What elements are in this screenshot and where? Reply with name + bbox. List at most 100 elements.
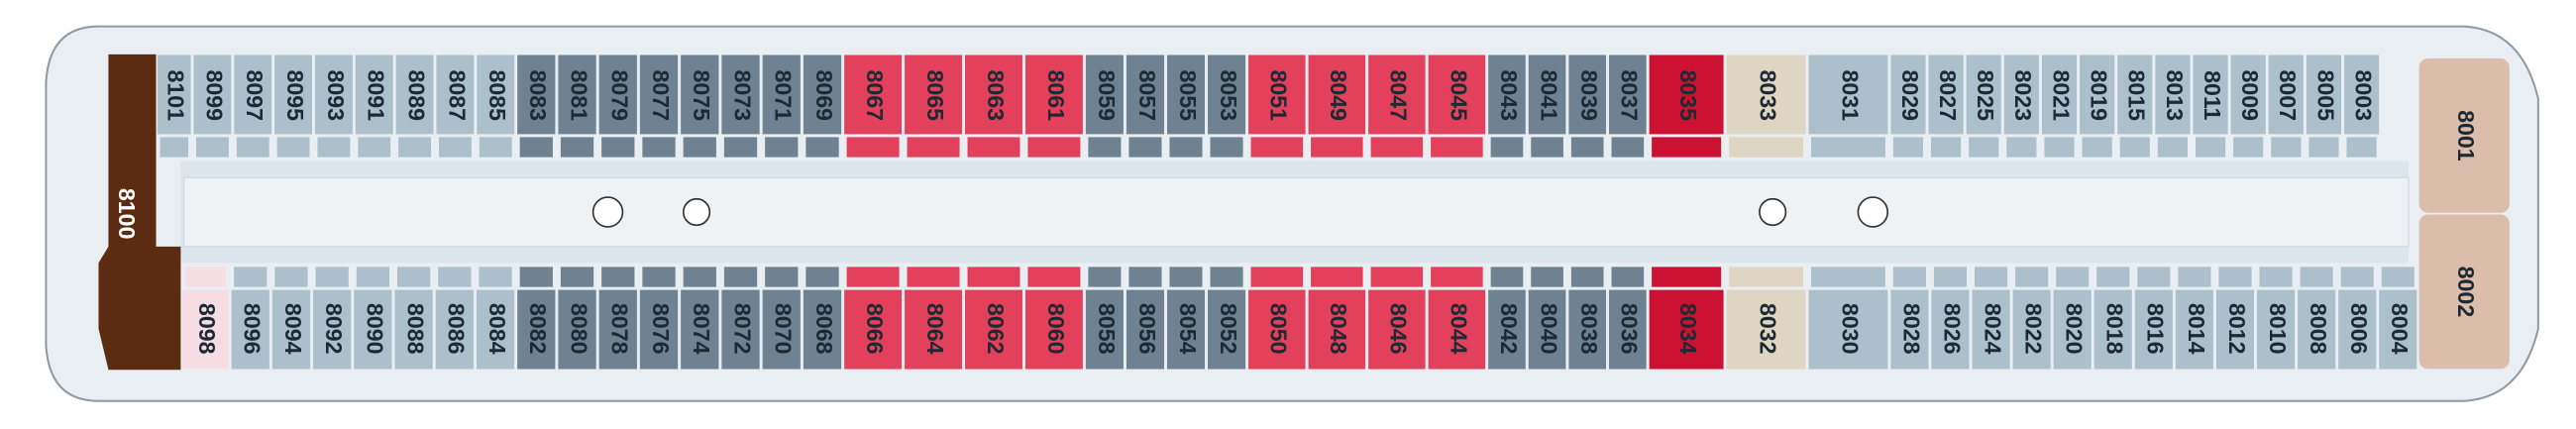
cabin-box [352, 288, 393, 371]
cabin-balcony [1727, 266, 1805, 288]
cabin: 8048 [1307, 266, 1367, 371]
cabin-number: 8049 [1326, 69, 1351, 121]
cabin: 8078 [597, 266, 639, 371]
cabin-box [2040, 54, 2079, 136]
cabin-box [1567, 54, 1608, 136]
cabin-balcony [1650, 266, 1723, 288]
cabin-box [597, 288, 639, 371]
cabin-balcony [906, 136, 961, 159]
cabin-box [1807, 54, 1889, 136]
cabin-balcony [518, 136, 555, 159]
cabin-balcony [682, 136, 718, 159]
cabin-balcony [1026, 266, 1082, 288]
cabin: 8069 [802, 54, 843, 159]
cabin-balcony [2339, 266, 2376, 288]
cabin-box [1807, 288, 1889, 371]
cabin-box [2229, 54, 2268, 136]
cabin: 8087 [435, 54, 476, 159]
cabin-balcony [1429, 266, 1484, 288]
cabin-number: 8045 [1446, 69, 1471, 121]
cabin: 8033 [1725, 54, 1807, 159]
cabin: 8025 [1965, 54, 2003, 159]
cabin-box [802, 54, 843, 136]
cabin: 8009 [2229, 54, 2268, 159]
cabin-balcony [436, 266, 473, 288]
cabin-balcony [2345, 136, 2379, 159]
cabin-balcony [275, 136, 311, 159]
cabin-box [1084, 54, 1126, 136]
cabin: 8050 [1246, 266, 1307, 371]
cabin: 8079 [597, 54, 639, 159]
cabin-box [1206, 288, 1247, 371]
cabin-number: 8089 [403, 69, 429, 121]
cabin-box [1567, 288, 1608, 371]
cabin-number: 8056 [1134, 303, 1160, 355]
cabin-box [1927, 54, 1965, 136]
cabin: 8086 [434, 266, 476, 371]
cabin-box [1246, 54, 1307, 136]
cabin-balcony [1610, 266, 1646, 288]
cabin-balcony [2118, 136, 2152, 159]
cabin-number: 8022 [2021, 303, 2047, 355]
cabin-box [842, 288, 904, 371]
cabin: 8090 [352, 266, 393, 371]
cabin-number: 8055 [1175, 69, 1201, 121]
cabin-balcony [1168, 266, 1204, 288]
cabin-box [1246, 288, 1307, 371]
cabin-number: 8063 [983, 69, 1009, 121]
cabin-number: 8010 [2265, 303, 2291, 355]
cabin-number: 8071 [771, 69, 797, 121]
cabin-box [1725, 54, 1807, 136]
cabin: 8072 [720, 266, 761, 371]
cabin: 8016 [2133, 266, 2175, 371]
cabin-number: 8101 [163, 69, 189, 121]
cabin-box [1125, 54, 1166, 136]
cabin-number: 8003 [2350, 69, 2376, 121]
cabin-number: 8059 [1094, 69, 1120, 121]
cabin-balcony [2258, 266, 2294, 288]
cabin-number: 8086 [444, 303, 470, 355]
cabin-box [1084, 288, 1126, 371]
cabin-number: 8043 [1496, 69, 1522, 121]
cabin-box [557, 288, 597, 371]
cabin-box [1165, 288, 1207, 371]
cabin-number: 8013 [2162, 69, 2188, 121]
cabin-number: 8029 [1897, 69, 1923, 121]
cabin: 8022 [2011, 266, 2053, 371]
elevator-icon [682, 197, 711, 227]
cabin: 8076 [638, 266, 680, 371]
cabin-number: 8021 [2048, 69, 2074, 121]
cabin-box [557, 54, 597, 136]
cabin-number: 8046 [1386, 303, 1412, 355]
cabin-box [311, 288, 353, 371]
stern-number: 8100 [114, 188, 140, 240]
cabin-box [2011, 288, 2053, 371]
cabin-number: 8094 [280, 303, 306, 355]
cabin-box [597, 54, 639, 136]
cabin-number: 8044 [1446, 303, 1471, 355]
cabin: 8093 [313, 54, 355, 159]
cabin: 8091 [354, 54, 395, 159]
cabin-number: 8057 [1134, 69, 1160, 121]
cabin-box [354, 54, 395, 136]
cabin-balcony [1932, 266, 1969, 288]
cabin: 8004 [2377, 266, 2418, 371]
cabin: 8027 [1927, 54, 1965, 159]
cabin: 8071 [761, 54, 803, 159]
cabin-number: 8065 [922, 69, 948, 121]
cabin-box [1427, 288, 1487, 371]
cabin-box [903, 288, 964, 371]
cabin-number: 8041 [1536, 69, 1561, 121]
cabin-balcony [763, 136, 800, 159]
cabin-box [1486, 288, 1528, 371]
cabin-balcony [1973, 266, 2009, 288]
cabin-balcony [1967, 136, 2000, 159]
cabin: 8094 [270, 266, 312, 371]
cabin-box [1889, 54, 1927, 136]
cabin-box [2052, 288, 2093, 371]
cabin-number: 8092 [321, 303, 347, 355]
cabin-number: 8061 [1043, 69, 1069, 121]
cabin-balcony [1026, 136, 1082, 159]
cabin-box [1165, 54, 1207, 136]
cabin-number: 8085 [484, 69, 510, 121]
